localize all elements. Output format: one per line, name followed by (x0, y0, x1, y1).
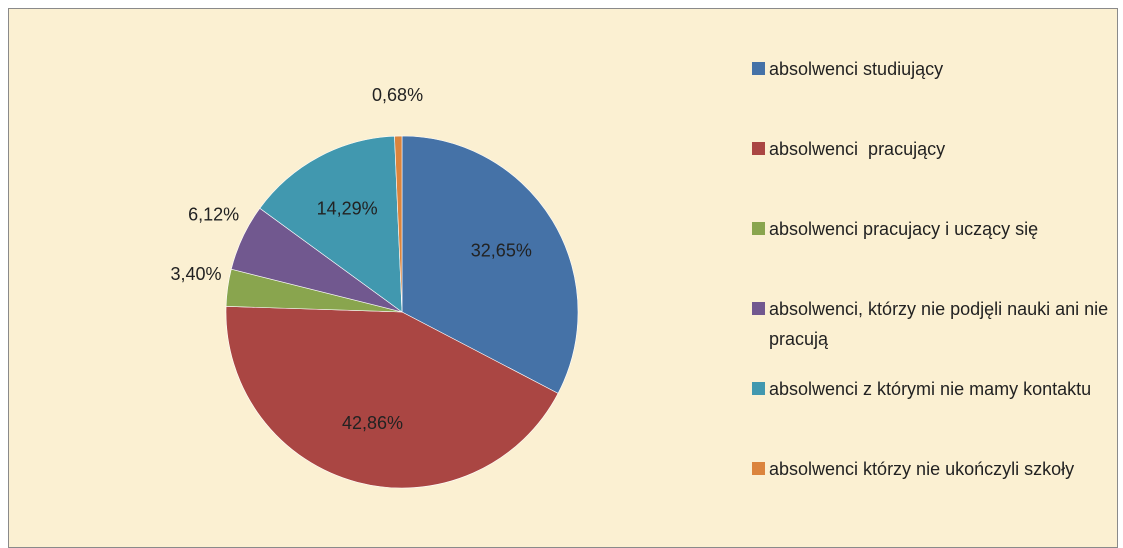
legend-entry: absolwenci którzy nie ukończyli szkoły (752, 454, 1112, 484)
legend-swatch (752, 142, 765, 155)
pie-slice (225, 306, 559, 489)
legend-entry: absolwenci, którzy nie podjęli nauki ani… (752, 294, 1112, 354)
data-label: 32,65% (471, 241, 532, 261)
legend-label: absolwenci z którymi nie mamy kontaktu (769, 379, 1092, 399)
data-label: 14,29% (317, 198, 378, 218)
legend-swatch (752, 222, 765, 235)
pie-slice (259, 135, 403, 313)
legend-swatch (752, 382, 765, 395)
legend-entry: absolwenci studiujący (752, 54, 1112, 84)
legend-entry: absolwenci pracujacy i uczący się (752, 214, 1112, 244)
pie-slice (401, 135, 579, 394)
data-label: 42,86% (342, 413, 403, 433)
data-label: 0,68% (372, 85, 423, 105)
legend-swatch (752, 462, 765, 475)
data-label: 3,40% (170, 264, 221, 284)
legend-label: absolwenci studiujący (769, 59, 944, 79)
legend-swatch (752, 302, 765, 315)
legend-label: absolwenci którzy nie ukończyli szkoły (769, 459, 1075, 479)
legend-label: absolwenci, którzy nie podjęli nauki ani… (769, 299, 1114, 349)
legend-entry: absolwenci pracujący (752, 134, 1112, 164)
legend-swatch (752, 62, 765, 75)
data-label: 6,12% (188, 205, 239, 225)
pie-slice (394, 135, 403, 313)
legend-label: absolwenci pracujacy i uczący się (769, 219, 1039, 239)
legend-label: absolwenci pracujący (769, 139, 946, 159)
legend-entry: absolwenci z którymi nie mamy kontaktu (752, 374, 1112, 404)
